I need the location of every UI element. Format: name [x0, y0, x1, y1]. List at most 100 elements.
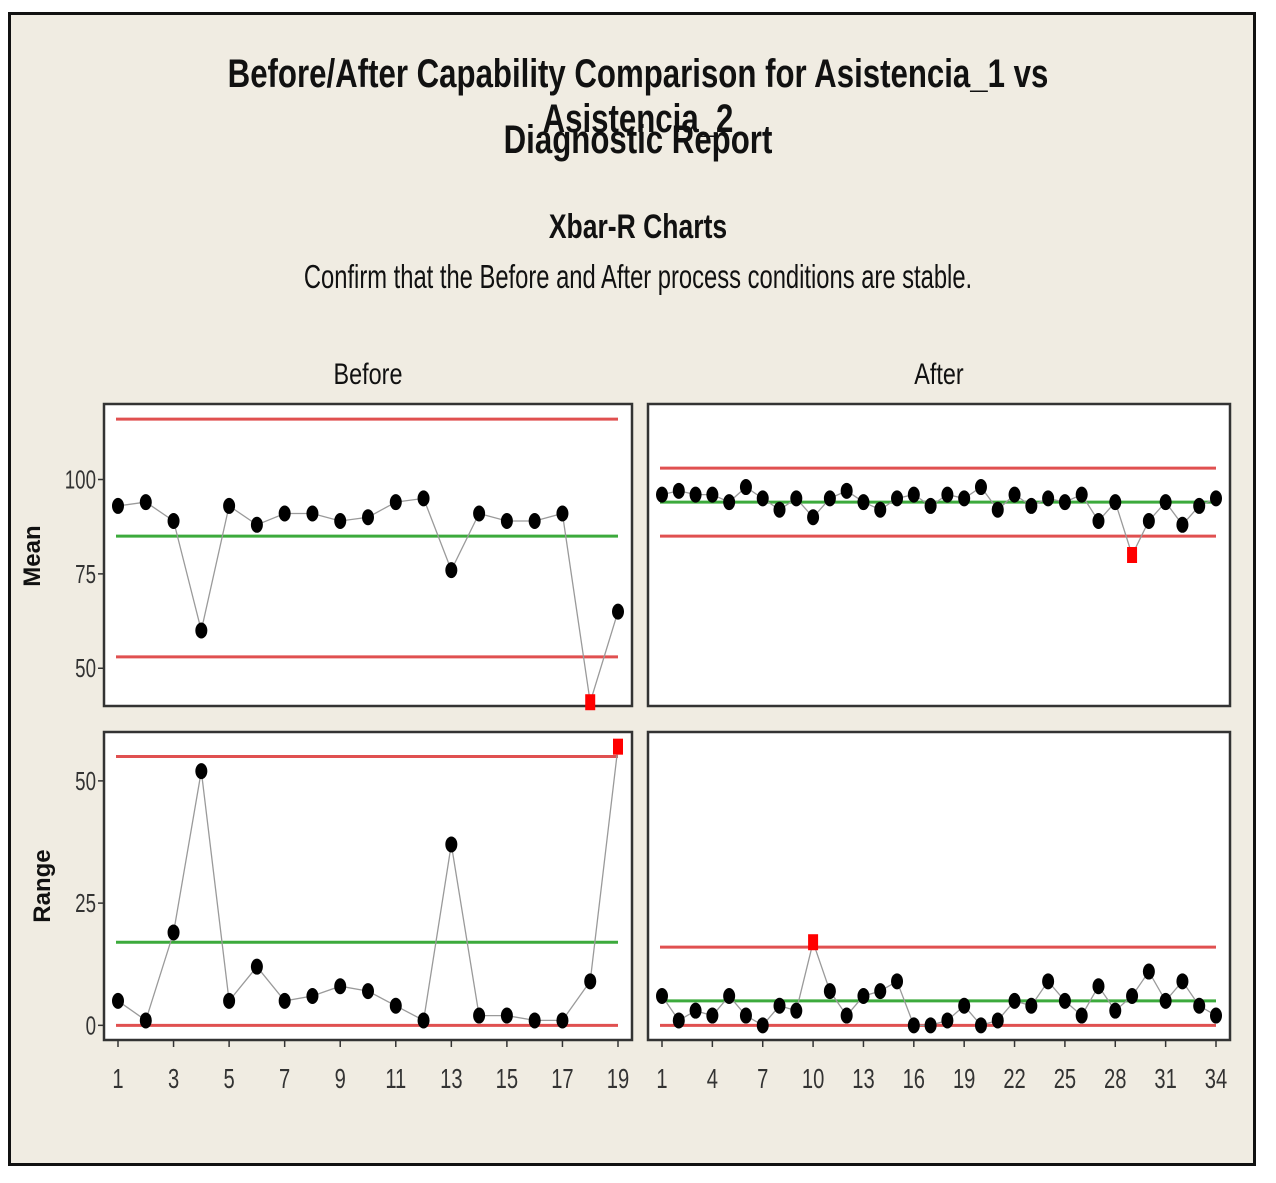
chart-panel-4: 1 4 7 10 13 16 19 22 25 28 31 34 [646, 730, 1232, 1095]
data-point [362, 509, 374, 526]
data-point [672, 482, 685, 499]
data-point [1058, 494, 1071, 511]
data-point [991, 1012, 1004, 1029]
x-tick-label: 1 [112, 1064, 123, 1095]
data-point [773, 997, 786, 1014]
y-axis-label: Range [29, 849, 56, 922]
data-point [1159, 494, 1172, 511]
data-point [417, 1012, 430, 1029]
data-point [823, 490, 836, 507]
x-tick-label: 1 [656, 1064, 667, 1095]
data-point [1159, 992, 1172, 1009]
data-point [739, 1007, 752, 1024]
x-tick-label: 15 [496, 1064, 518, 1095]
x-tick-label: 5 [224, 1064, 235, 1095]
data-point [445, 836, 458, 853]
x-tick-label: 19 [607, 1064, 629, 1095]
data-point [1210, 490, 1222, 507]
data-point [528, 1012, 541, 1029]
data-point [556, 1012, 569, 1029]
data-point [250, 958, 263, 975]
data-point [689, 486, 702, 503]
data-point [1008, 486, 1021, 503]
chart-panel-2: After [646, 357, 1232, 708]
data-point [1092, 978, 1105, 995]
data-point [907, 1017, 920, 1034]
data-point [756, 1017, 769, 1034]
data-point [1075, 486, 1088, 503]
data-point [250, 516, 263, 533]
data-point [528, 513, 541, 530]
data-point [857, 988, 870, 1004]
panel-title: After [914, 357, 963, 390]
x-tick-label: 7 [279, 1064, 290, 1095]
data-point [857, 494, 870, 511]
data-point [656, 486, 668, 503]
x-tick-label: 3 [168, 1064, 179, 1095]
data-point [389, 494, 402, 511]
data-point [1142, 963, 1155, 980]
data-point [891, 973, 904, 990]
data-point [723, 494, 736, 511]
data-point [773, 501, 786, 518]
data-point [1126, 988, 1139, 1004]
data-point [1176, 516, 1189, 533]
data-point [473, 505, 486, 522]
data-point [362, 983, 374, 1000]
x-tick-label: 10 [802, 1064, 824, 1095]
x-tick-label: 4 [707, 1064, 718, 1095]
data-point [556, 505, 569, 522]
data-point [445, 562, 458, 579]
y-tick-label: 75 [75, 559, 96, 589]
data-point [790, 1002, 803, 1019]
data-point [500, 513, 513, 530]
data-point [790, 490, 803, 507]
data-point [1176, 973, 1189, 990]
data-point [958, 997, 971, 1014]
y-tick-label: 100 [65, 464, 96, 494]
report-title: Before/After Capability Comparison for A… [227, 52, 1049, 141]
data-point [112, 497, 124, 514]
data-point [706, 1007, 719, 1024]
data-point [500, 1007, 513, 1024]
data-point [1109, 1002, 1122, 1019]
x-tick-label: 13 [852, 1064, 874, 1095]
x-tick-label: 19 [953, 1064, 975, 1095]
data-point [139, 1012, 152, 1029]
data-point [1025, 497, 1038, 514]
data-point [417, 490, 430, 507]
data-point [891, 490, 904, 507]
data-point [1042, 973, 1055, 990]
data-point [739, 479, 752, 496]
data-point [974, 479, 987, 496]
data-point [584, 973, 597, 990]
data-point [874, 501, 887, 518]
chart-panel-1: Before Mean 50 75 100 [19, 357, 634, 711]
x-tick-label: 9 [335, 1064, 346, 1095]
data-point [389, 997, 402, 1014]
data-point [941, 1012, 954, 1029]
data-point [689, 1002, 702, 1019]
data-point [1025, 997, 1038, 1014]
data-point [807, 509, 820, 526]
panel-title: Before [334, 357, 403, 390]
section-heading: Xbar-R Charts [548, 208, 728, 246]
data-point [223, 497, 236, 514]
y-axis-label: Mean [19, 525, 46, 586]
x-tick-label: 7 [757, 1064, 768, 1095]
data-point [706, 486, 719, 503]
series-line [661, 486, 1217, 557]
data-point [656, 988, 668, 1004]
data-point [278, 505, 291, 522]
data-point [874, 983, 887, 1000]
x-tick-label: 22 [1003, 1064, 1025, 1095]
out-of-control-point [613, 738, 623, 755]
data-point [723, 988, 736, 1004]
data-point [991, 501, 1004, 518]
data-point [756, 490, 769, 507]
data-point [823, 983, 836, 1000]
data-point [195, 763, 208, 780]
data-point [195, 622, 208, 639]
